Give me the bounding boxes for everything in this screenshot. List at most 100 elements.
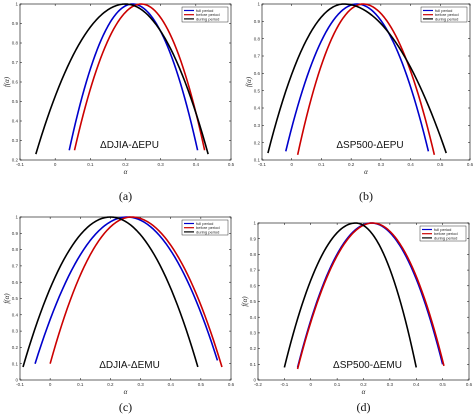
y-tick-label: 0.3 (12, 138, 19, 143)
y-tick-label: 0.6 (254, 71, 261, 76)
y-tick-label: 0.3 (250, 331, 257, 336)
y-tick-label: 0.5 (12, 99, 19, 104)
x-tick-label: 0.3 (387, 382, 394, 387)
y-tick-label: 0.8 (12, 247, 19, 252)
panel-caption: (a) (119, 189, 132, 203)
legend-label: before period (196, 225, 220, 230)
y-tick-label: 0.4 (12, 312, 19, 317)
y-tick-label: 0.1 (250, 362, 257, 367)
y-tick-label: 0.9 (12, 21, 19, 26)
x-tick-label: 0.4 (407, 162, 414, 167)
x-axis-label: α (362, 388, 366, 396)
x-tick-label: 0.5 (198, 382, 205, 387)
y-tick-label: 0.3 (12, 329, 19, 334)
legend-label: during period (196, 229, 219, 234)
y-tick-label: 0.2 (12, 345, 19, 350)
y-axis-label: f(α) (3, 293, 11, 304)
plot-frame (261, 3, 471, 161)
panel-caption: (c) (119, 400, 132, 414)
series-line-before-period (296, 222, 445, 370)
plot-frame (19, 3, 232, 161)
x-tick-label: 0 (49, 382, 52, 387)
x-axis-label: α (124, 388, 128, 396)
x-tick-label: 0.2 (360, 382, 367, 387)
panel-title: ΔDJIA-ΔEMU (99, 360, 160, 371)
x-tick-label: 0.6 (467, 162, 474, 167)
y-tick-label: 0.4 (254, 106, 261, 111)
y-tick-label: 0.8 (250, 252, 257, 257)
x-tick-label: -0.1 (16, 162, 24, 167)
x-tick-label: 0 (309, 382, 312, 387)
y-tick-label: 1 (257, 2, 260, 7)
series-line-during-period (267, 3, 447, 154)
x-tick-label: 0.5 (228, 162, 235, 167)
series-line-full-period (68, 3, 199, 151)
legend-label: during period (434, 235, 457, 240)
chart-panel-c: -0.1 0 0.1 0.2 0.3 0.4 0.5 0.600.10.20.30.40.50… (3, 215, 235, 414)
x-tick-label: 0.2 (107, 382, 114, 387)
y-tick-label: 0.7 (250, 268, 257, 273)
x-tick-label: 0.4 (413, 382, 420, 387)
x-tick-label: -0.2 (254, 382, 262, 387)
x-tick-label: 0.5 (439, 382, 446, 387)
panel-caption: (b) (359, 189, 373, 203)
x-tick-label: 0 (290, 162, 293, 167)
x-tick-label: 0.4 (168, 382, 175, 387)
legend-label: full period (196, 221, 213, 226)
x-tick-label: 0.5 (437, 162, 444, 167)
y-tick-label: 0.6 (12, 280, 19, 285)
x-tick-label: 0.6 (228, 382, 235, 387)
chart-panel-b: -0.1 0 0.1 0.2 0.3 0.4 0.5 0.6 0.1 0.2 0.3 0.4 0.5 0.… (245, 2, 474, 203)
legend-label: before period (435, 12, 459, 17)
x-tick-label: 0.6 (466, 382, 473, 387)
y-tick-label: 0.2 (250, 346, 257, 351)
y-tick-label: 0.8 (12, 41, 19, 46)
legend-label: full period (434, 227, 451, 232)
legend-label: full period (196, 8, 213, 13)
series-line-during-period (35, 3, 209, 155)
x-tick-label: -0.1 (16, 382, 24, 387)
x-tick-label: 0.3 (378, 162, 385, 167)
x-tick-label: 0.1 (77, 382, 84, 387)
series-line-during-period (283, 222, 418, 368)
y-tick-label: 0 (253, 378, 256, 383)
x-tick-label: 0.1 (334, 382, 341, 387)
y-tick-label: 1 (253, 221, 256, 226)
series-line-full-period (284, 3, 430, 152)
y-tick-label: 1 (15, 215, 18, 220)
panel-title: ΔSP500-ΔEMU (333, 360, 402, 371)
panel-title: ΔSP500-ΔEPU (336, 140, 403, 151)
y-tick-label: 0.8 (254, 36, 261, 41)
x-tick-label: 0.2 (122, 162, 129, 167)
y-tick-label: 0 (15, 378, 18, 383)
y-tick-label: 0.6 (12, 80, 19, 85)
x-tick-label: -0.1 (258, 162, 266, 167)
panel-caption: (d) (357, 400, 371, 414)
x-tick-label: -0.1 (280, 382, 288, 387)
x-tick-label: 0 (54, 162, 57, 167)
legend-label: before period (196, 12, 220, 17)
x-tick-label: 0.2 (348, 162, 355, 167)
x-tick-label: 0.4 (193, 162, 200, 167)
y-tick-label: 0.2 (254, 140, 261, 145)
y-tick-label: 1 (15, 2, 18, 7)
x-tick-label: 0.1 (318, 162, 325, 167)
y-tick-label: 0.9 (12, 231, 19, 236)
x-axis-label: α (124, 168, 128, 176)
y-tick-label: 0.1 (254, 158, 261, 163)
legend-label: full period (435, 8, 452, 13)
series-line-before-period (296, 3, 436, 155)
legend-label: before period (434, 231, 458, 236)
y-axis-label: f(α) (3, 76, 11, 87)
y-tick-label: 0.9 (254, 19, 261, 24)
series-line-during-period (22, 216, 199, 368)
y-tick-label: 0.3 (254, 123, 261, 128)
y-tick-label: 0.4 (250, 315, 257, 320)
y-tick-label: 0.7 (12, 264, 19, 269)
y-tick-label: 0.7 (254, 54, 261, 59)
chart-panel-a: -0.1 0 0.1 0.2 0.3 0.4 0.5 0.2 0.3 0.4 0.5 0.6 0.7 0.… (3, 2, 235, 203)
